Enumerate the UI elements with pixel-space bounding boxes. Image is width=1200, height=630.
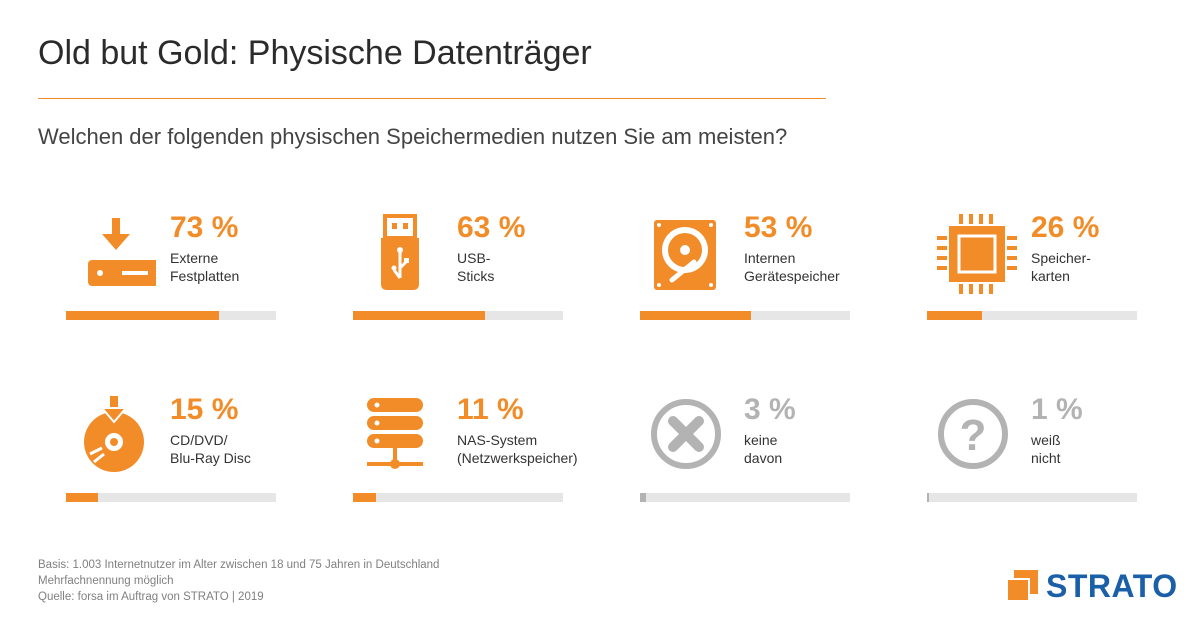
- footer-notes: Basis: 1.003 Internetnutzer im Alter zwi…: [38, 557, 439, 605]
- bar-fill: [66, 311, 220, 320]
- external-drive-icon: [76, 214, 160, 294]
- result-item: 3 % keine davon: [640, 393, 940, 516]
- bar-fill: [353, 493, 377, 502]
- disc-download-icon: [76, 396, 156, 476]
- item-label: Speicher- karten: [1031, 250, 1091, 284]
- page-title: Old but Gold: Physische Datenträger: [38, 34, 592, 72]
- bar-fill: [640, 311, 752, 320]
- hard-disk-icon: [650, 214, 730, 294]
- item-label: CD/DVD/ Blu-Ray Disc: [170, 432, 251, 466]
- strato-logo-mark: [1006, 570, 1038, 602]
- percent-value: 1 %: [1031, 393, 1083, 426]
- bar-fill: [66, 493, 98, 502]
- bar-fill: [927, 311, 982, 320]
- bar-fill: [927, 493, 930, 502]
- bar-track: [66, 493, 276, 502]
- survey-question: Welchen der folgenden physischen Speiche…: [38, 124, 788, 149]
- item-label: keine davon: [744, 432, 783, 466]
- percent-value: 26 %: [1031, 211, 1100, 244]
- percent-value: 3 %: [744, 393, 796, 426]
- strato-logo: STRATO: [1002, 566, 1177, 606]
- bar-fill: [353, 311, 486, 320]
- bar-track: [927, 493, 1137, 502]
- result-item: 11 % NAS-System (Netzwerkspeicher): [353, 393, 653, 516]
- svg-text:?: ?: [960, 411, 987, 460]
- strato-logo-text: STRATO: [1046, 568, 1178, 604]
- footer-source: Quelle: forsa im Auftrag von STRATO | 20…: [38, 591, 264, 603]
- result-item: 26 % Speicher- karten: [927, 211, 1200, 334]
- percent-value: 15 %: [170, 393, 239, 426]
- item-label: Internen Gerätespeicher: [744, 250, 840, 284]
- percent-value: 11 %: [457, 393, 524, 426]
- bar-track: [640, 311, 850, 320]
- bar-track: [353, 311, 563, 320]
- percent-value: 73 %: [170, 211, 239, 244]
- question-circle-icon: ?: [937, 396, 1017, 476]
- server-icon: [363, 396, 443, 476]
- bar-track: [353, 493, 563, 502]
- footer-basis: Basis: 1.003 Internetnutzer im Alter zwi…: [38, 559, 440, 571]
- result-item: 53 % Internen Gerätespeicher: [640, 211, 940, 334]
- item-label: NAS-System (Netzwerkspeicher): [457, 432, 578, 466]
- item-label: weiß nicht: [1031, 432, 1061, 466]
- result-item: 63 % USB- Sticks: [353, 211, 653, 334]
- bar-track: [640, 493, 850, 502]
- close-circle-icon: [650, 396, 730, 476]
- item-label: USB- Sticks: [457, 250, 495, 284]
- bar-track: [927, 311, 1137, 320]
- percent-value: 53 %: [744, 211, 813, 244]
- percent-value: 63 %: [457, 211, 526, 244]
- result-item: ? 1 % weiß nicht: [927, 393, 1200, 516]
- result-item: 15 % CD/DVD/ Blu-Ray Disc: [66, 393, 366, 516]
- bar-track: [66, 311, 276, 320]
- usb-stick-icon: [363, 214, 443, 294]
- item-label: Externe Festplatten: [170, 250, 240, 284]
- footer-multiple-answers: Mehrfachnennung möglich: [38, 575, 174, 587]
- memory-chip-icon: [937, 214, 1017, 294]
- result-item: 73 % Externe Festplatten: [66, 211, 366, 334]
- title-divider: [38, 98, 826, 99]
- bar-fill: [640, 493, 647, 502]
